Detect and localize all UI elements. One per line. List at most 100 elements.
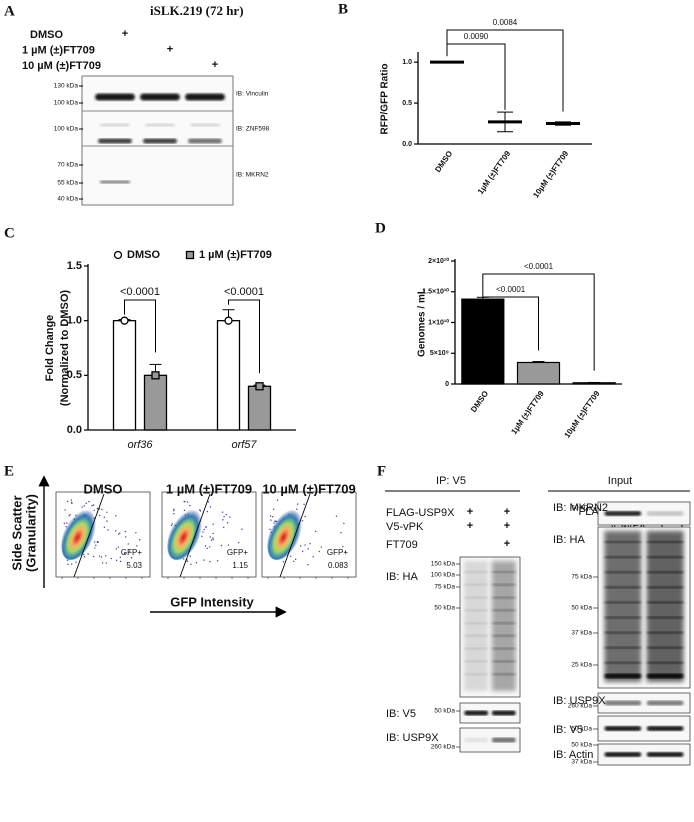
x-tick-label: orf57 bbox=[231, 439, 257, 451]
band bbox=[604, 616, 642, 619]
event-dot bbox=[139, 539, 141, 541]
band bbox=[646, 586, 684, 589]
band bbox=[491, 634, 516, 638]
significance-bracket bbox=[124, 299, 156, 353]
event-dot bbox=[115, 515, 117, 517]
x-tick-label: 10µM (±)FT709 bbox=[562, 389, 601, 440]
event-dot bbox=[184, 501, 186, 503]
panel-label: B bbox=[338, 1, 348, 17]
band bbox=[604, 752, 642, 757]
event-dot bbox=[314, 530, 317, 533]
event-dot bbox=[186, 501, 189, 503]
sign: + bbox=[467, 506, 473, 518]
p-value: 0.0084 bbox=[493, 18, 518, 27]
event-dot bbox=[96, 507, 99, 510]
band bbox=[646, 540, 684, 544]
band bbox=[491, 710, 516, 716]
significance-bracket bbox=[482, 293, 539, 351]
row-label: FT709 bbox=[386, 539, 418, 551]
bar bbox=[247, 385, 272, 431]
significance-bracket bbox=[228, 299, 260, 374]
event-dot bbox=[312, 556, 314, 558]
event-dot bbox=[318, 550, 320, 553]
event-dot bbox=[190, 563, 192, 566]
band bbox=[464, 660, 489, 663]
significance-bracket bbox=[446, 43, 506, 110]
band bbox=[604, 586, 642, 589]
event-dot bbox=[115, 559, 118, 562]
band bbox=[464, 634, 489, 638]
gate-line bbox=[279, 493, 311, 578]
marker-label: 150 kDa bbox=[431, 561, 456, 568]
x-tick-label: 1µM (±)FT709 bbox=[509, 389, 546, 436]
band bbox=[646, 555, 684, 559]
event-dot bbox=[94, 547, 96, 549]
y-tick-label: 1.0 bbox=[67, 315, 82, 327]
panel-label: D bbox=[375, 220, 386, 236]
band bbox=[464, 621, 489, 625]
event-dot bbox=[173, 509, 175, 512]
sign: + bbox=[504, 506, 510, 518]
gate-label: GFP+ bbox=[121, 548, 142, 557]
event-dot bbox=[212, 532, 214, 535]
band bbox=[646, 631, 684, 634]
marker-label: 25 kDa bbox=[571, 662, 592, 669]
band bbox=[464, 609, 489, 612]
event-dot bbox=[269, 528, 271, 530]
ib-label: IB: USP9X bbox=[386, 732, 439, 744]
event-dot bbox=[106, 511, 108, 513]
band bbox=[646, 752, 684, 757]
y-tick-label: 1.0 bbox=[402, 59, 412, 66]
event-dot bbox=[309, 542, 311, 545]
band bbox=[646, 570, 684, 574]
event-dot bbox=[223, 526, 225, 529]
band bbox=[604, 673, 642, 679]
gate-value: 5.03 bbox=[126, 561, 142, 570]
band bbox=[185, 93, 225, 101]
band bbox=[491, 570, 516, 574]
ib-label: IB: HA bbox=[386, 571, 418, 583]
event-dot bbox=[203, 528, 205, 531]
p-value: <0.0001 bbox=[524, 262, 554, 271]
event-dot bbox=[66, 500, 69, 503]
y-axis-title: (Normalized to DMSO) bbox=[59, 290, 71, 406]
event-dot bbox=[212, 537, 214, 539]
band bbox=[491, 596, 516, 599]
y-tick-label: 1×10¹⁰ bbox=[428, 318, 449, 326]
event-dot bbox=[307, 548, 309, 550]
event-dot bbox=[95, 544, 97, 547]
band bbox=[604, 631, 642, 634]
legend-marker bbox=[113, 250, 123, 260]
band bbox=[604, 570, 642, 574]
band bbox=[140, 93, 180, 101]
band bbox=[100, 180, 130, 184]
event-dot bbox=[212, 538, 214, 541]
band bbox=[491, 660, 516, 663]
panel-title: iSLK.219 (72 hr) bbox=[150, 3, 244, 18]
sign: + bbox=[504, 538, 510, 550]
event-dot bbox=[66, 522, 68, 524]
event-dot bbox=[103, 516, 106, 518]
band bbox=[646, 700, 684, 706]
event-dot bbox=[173, 512, 175, 515]
event-dot bbox=[206, 510, 209, 513]
marker-label: 260 kDa bbox=[568, 703, 593, 710]
event-dot bbox=[98, 555, 101, 557]
event-dot bbox=[129, 550, 131, 552]
y-tick-label: 1.5 bbox=[67, 260, 82, 272]
band bbox=[646, 726, 684, 731]
band bbox=[464, 583, 489, 587]
event-dot bbox=[87, 553, 89, 555]
event-dot bbox=[294, 558, 297, 561]
y-tick-label: 1.5×10¹⁰ bbox=[422, 288, 449, 296]
event-dot bbox=[83, 553, 85, 556]
sign: + bbox=[504, 520, 510, 532]
event-dot bbox=[304, 515, 306, 518]
event-dot bbox=[212, 523, 214, 525]
sign: + bbox=[167, 43, 173, 55]
event-dot bbox=[271, 515, 274, 518]
panel-label: A bbox=[4, 3, 15, 19]
event-dot bbox=[124, 530, 127, 533]
blot-frame bbox=[597, 501, 691, 526]
band bbox=[646, 661, 684, 665]
